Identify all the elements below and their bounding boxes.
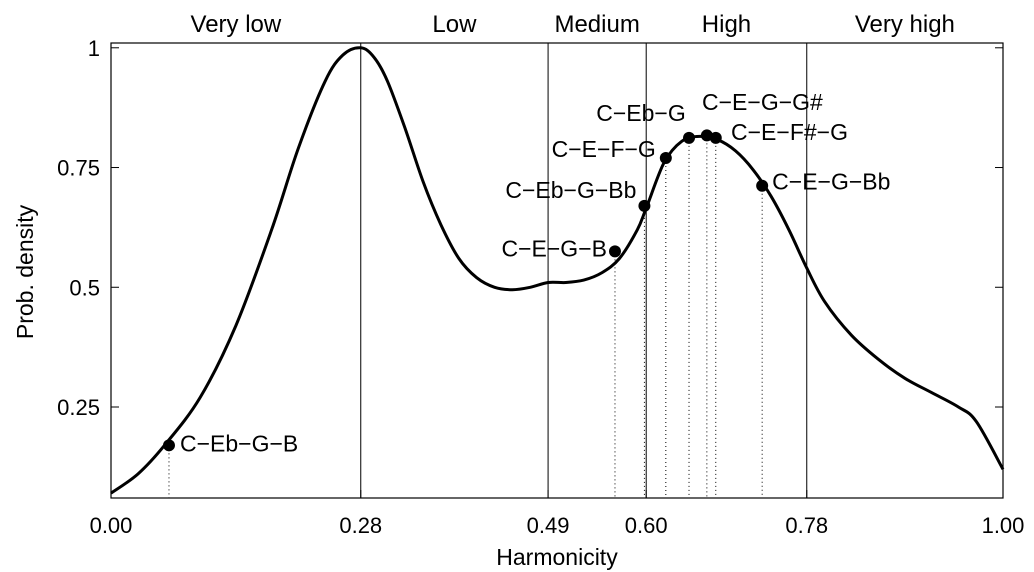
region-label: Very low [191,11,282,38]
chord-point-label: C−E−F#−G [731,119,848,145]
chord-point-label: C−E−G−G# [702,89,823,115]
chord-point-label: C−Eb−G [596,100,686,126]
y-axis-ticks: 0.25 0.5 0.75 1 [57,36,1003,420]
region-label: High [702,11,751,38]
chord-point-marker [162,439,175,452]
x-tick-label: 0.00 [90,513,133,538]
x-tick-label: 0.60 [625,513,668,538]
y-tick-label: 0.25 [57,395,100,420]
chord-point-marker [756,179,769,192]
y-axis-label: Prob. density [12,204,38,339]
chord-point-marker [638,199,651,212]
point-droplines [168,135,763,498]
chord-point-label: C−E−G−Bb [772,169,890,195]
density-curve [110,46,1005,495]
chord-points [162,129,769,452]
y-tick-label: 0.5 [69,275,100,300]
chord-point-label: C−Eb−G−Bb [505,177,636,203]
region-label: Medium [554,11,639,38]
x-tick-label: 0.28 [339,513,382,538]
chord-point-marker [659,151,672,164]
region-label: Very high [855,11,955,38]
x-tick-label: 0.49 [527,513,570,538]
x-tick-label: 1.00 [982,513,1025,538]
chord-labels: C−Eb−G−B C−E−G−B C−Eb−G−Bb C−E−F−G C−Eb−G C−E… [180,89,890,456]
chord-point-marker [608,245,621,258]
chord-point-marker [709,131,722,144]
chord-point-label: C−E−F−G [552,136,656,162]
x-axis-label: Harmonicity [496,544,618,570]
x-tick-label: 0.78 [785,513,828,538]
region-labels: Very low Low Medium High Very high [191,11,955,38]
x-axis-ticks: 0.00 0.28 0.49 0.60 0.78 1.00 [90,490,1025,538]
region-label: Low [432,11,477,38]
chord-point-marker [683,131,696,144]
plot-area [110,42,1004,499]
y-tick-label: 1 [88,36,100,61]
chord-point-label: C−Eb−G−B [180,430,298,456]
chord-point-label: C−E−G−B [501,235,606,261]
y-tick-label: 0.75 [57,156,100,181]
